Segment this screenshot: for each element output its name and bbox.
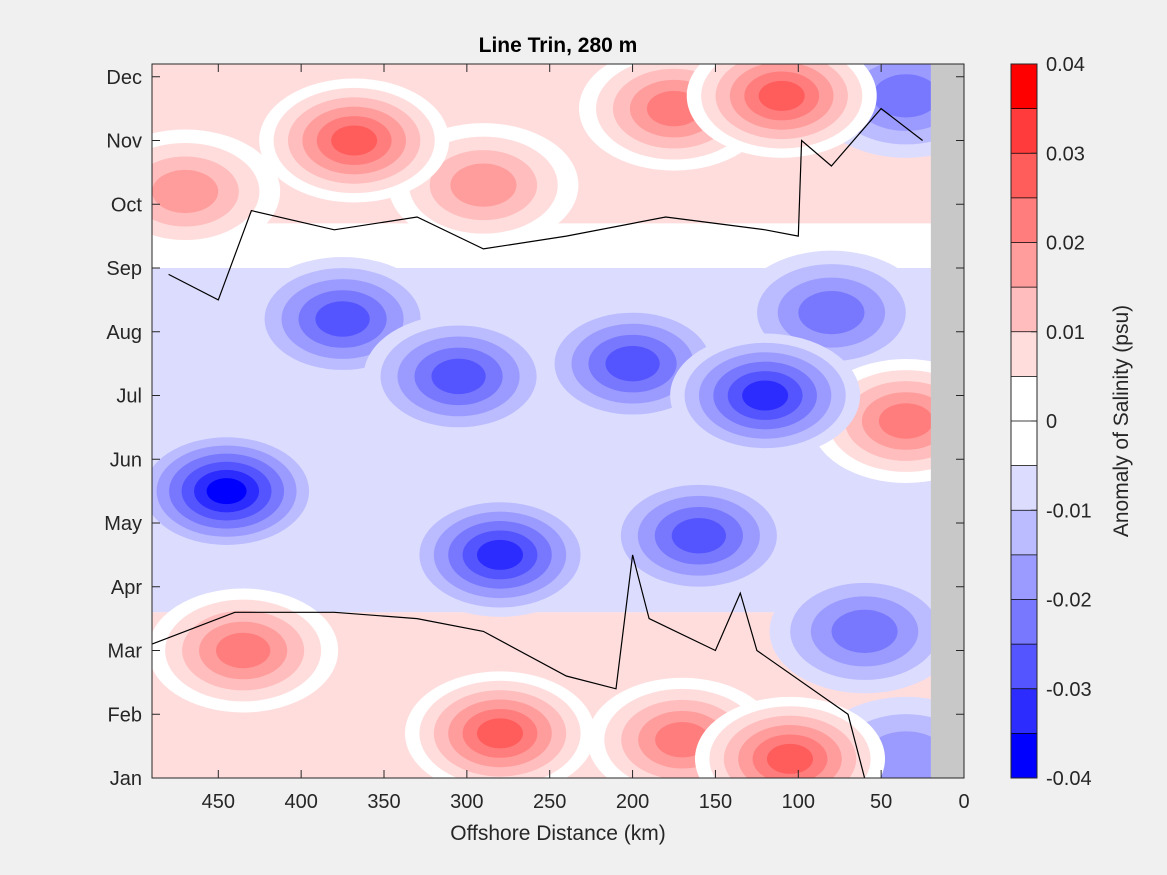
x-tick-label: 450 bbox=[202, 791, 235, 813]
negative-anomaly-contour bbox=[798, 291, 865, 335]
y-tick-label: Apr bbox=[111, 577, 142, 599]
negative-anomaly-contour bbox=[605, 345, 660, 382]
negative-anomaly-contour bbox=[671, 518, 726, 554]
colorbar-tick-label: -0.03 bbox=[1046, 679, 1092, 701]
x-axis-label: Offshore Distance (km) bbox=[450, 822, 666, 845]
negative-anomaly-contour bbox=[872, 74, 940, 118]
colorbar-frame bbox=[1010, 63, 1038, 779]
positive-anomaly-contour bbox=[878, 403, 934, 439]
no-data-region bbox=[930, 64, 964, 778]
y-tick-label: Feb bbox=[108, 704, 142, 726]
x-tick-label: 0 bbox=[958, 791, 969, 813]
x-tick-label: 50 bbox=[870, 791, 892, 813]
y-tick-label: Nov bbox=[106, 131, 142, 153]
colorbar-level bbox=[1011, 421, 1037, 466]
y-tick-label: Jan bbox=[110, 768, 142, 790]
positive-anomaly-contour bbox=[152, 169, 219, 214]
colorbar-level bbox=[1011, 510, 1037, 555]
x-axis: 450 400 350 300 250 200 150 100 50 0 bbox=[202, 64, 970, 813]
x-tick-label: 100 bbox=[782, 791, 815, 813]
contour-field bbox=[152, 64, 964, 778]
colorbar-level bbox=[1011, 108, 1037, 154]
colorbar-tick-label: -0.04 bbox=[1046, 768, 1092, 790]
positive-anomaly-contour bbox=[766, 743, 814, 774]
negative-anomaly-contour bbox=[863, 731, 949, 778]
colorbar-level bbox=[1011, 644, 1037, 689]
x-tick-label: 250 bbox=[533, 791, 566, 813]
colorbar-level bbox=[1011, 465, 1037, 511]
positive-anomaly-contour bbox=[655, 722, 710, 758]
zero-contour-line bbox=[151, 107, 923, 779]
y-tick-label: Jun bbox=[110, 449, 142, 471]
y-tick-label: Sep bbox=[106, 258, 142, 280]
x-tick-label: 200 bbox=[616, 791, 649, 813]
colorbar-tick-label: 0.04 bbox=[1046, 54, 1085, 76]
colorbar-level bbox=[1011, 688, 1037, 734]
x-tick-label: 300 bbox=[450, 791, 483, 813]
y-axis: Jan Feb Mar Apr May Jun Jul Aug Sep Oct Nov Dec bbox=[104, 67, 964, 790]
colorbar-tick-label: 0.03 bbox=[1046, 143, 1085, 165]
colorbar-level bbox=[1011, 197, 1037, 243]
colorbar-tick-label: -0.02 bbox=[1046, 590, 1092, 612]
y-tick-label: May bbox=[104, 513, 142, 535]
colorbar-level bbox=[1011, 554, 1037, 600]
colorbar: 0.04 0.03 0.02 0.01 0 -0.01 -0.02 -0.03 -0.04 bbox=[1010, 54, 1092, 790]
colorbar-level bbox=[1011, 331, 1037, 377]
colorbar-label: Anomaly of Salinity (psu) bbox=[1110, 305, 1133, 537]
colorbar-tick-label: -0.01 bbox=[1046, 500, 1092, 522]
y-tick-label: Dec bbox=[106, 67, 142, 89]
positive-anomaly-contour bbox=[758, 80, 805, 111]
colorbar-level bbox=[1011, 733, 1037, 778]
negative-anomaly-contour bbox=[476, 539, 524, 570]
plot-frame bbox=[151, 63, 965, 779]
plot-area: 450 400 350 300 250 200 150 100 50 0 Jan Feb Mar Apr… bbox=[104, 63, 970, 813]
y-tick-label: Mar bbox=[108, 641, 143, 663]
colorbar-level bbox=[1011, 153, 1037, 198]
negative-anomaly-contour bbox=[742, 380, 789, 411]
colorbar-level bbox=[1011, 242, 1037, 288]
negative-anomaly-contour bbox=[315, 301, 370, 337]
negative-anomaly-contour bbox=[831, 609, 898, 653]
colorbar-tick-label: 0 bbox=[1046, 411, 1057, 433]
colorbar-level bbox=[1011, 64, 1037, 109]
y-tick-label: Jul bbox=[116, 386, 142, 408]
x-tick-label: 350 bbox=[367, 791, 400, 813]
x-tick-label: 150 bbox=[699, 791, 732, 813]
colorbar-tick-label: 0.02 bbox=[1046, 233, 1085, 255]
y-tick-label: Oct bbox=[111, 194, 143, 216]
colorbar-level bbox=[1011, 287, 1037, 332]
positive-anomaly-contour bbox=[476, 718, 524, 749]
positive-anomaly-contour bbox=[216, 632, 271, 669]
colorbar-level bbox=[1011, 599, 1037, 645]
x-tick-label: 400 bbox=[284, 791, 317, 813]
negative-anomaly-contour bbox=[206, 478, 247, 505]
negative-anomaly-contour bbox=[431, 358, 486, 395]
positive-anomaly-contour bbox=[331, 125, 378, 156]
positive-anomaly-contour bbox=[450, 163, 517, 207]
chart-title: Line Trin, 280 m bbox=[479, 34, 638, 57]
colorbar-ticks: 0.04 0.03 0.02 0.01 0 -0.01 -0.02 -0.03 -0.04 bbox=[1031, 54, 1092, 790]
colorbar-tick-label: 0.01 bbox=[1046, 322, 1085, 344]
colorbar-level bbox=[1011, 376, 1037, 421]
y-tick-label: Aug bbox=[106, 322, 142, 344]
